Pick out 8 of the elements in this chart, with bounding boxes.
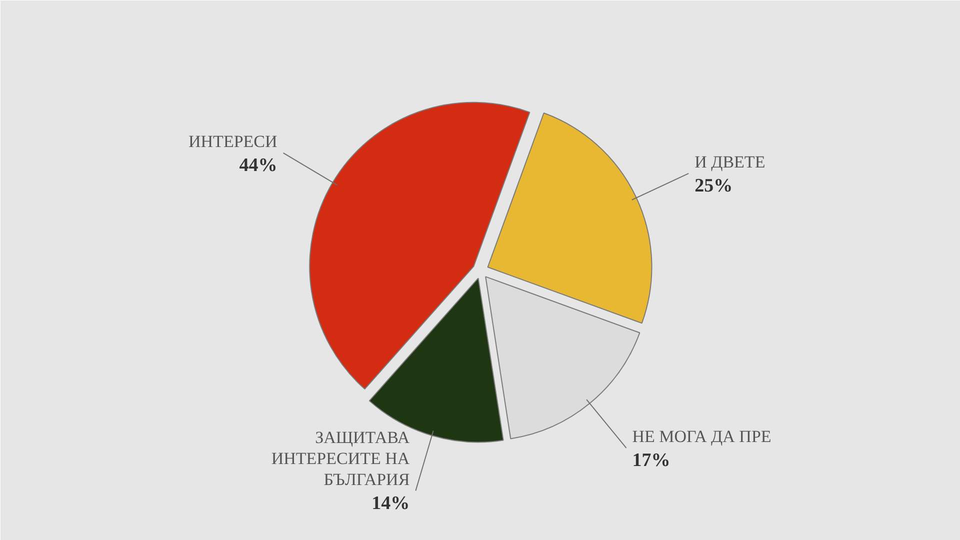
slice-label: ИНТЕРЕСИ [188,132,278,151]
data-label: 25% [694,175,733,196]
slice-label: ЗАЩИТАВА ИНТЕРЕСИТЕ НА БЪЛГАРИЯ [271,428,410,489]
slice-label: И ДВЕТЕ [694,152,766,172]
data-label: 14% [372,492,410,514]
data-label: 44% [239,154,278,176]
data-label: 17% [632,450,670,471]
slice-label: НЕ МОГА ДА ПРЕ [632,426,772,446]
